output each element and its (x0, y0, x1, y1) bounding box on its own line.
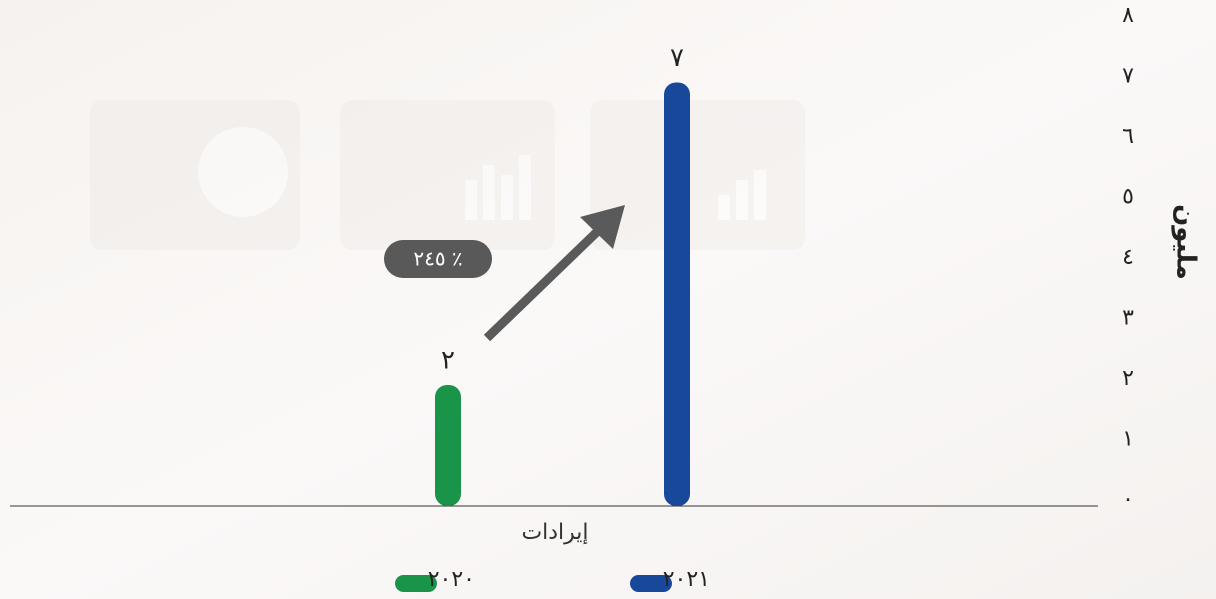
y-tick-label: ٧ (1122, 64, 1134, 89)
y-tick-label: ٣ (1122, 306, 1134, 331)
background-decoration (90, 100, 805, 250)
y-tick-label: ٨ (1122, 3, 1134, 28)
bar (435, 385, 461, 506)
y-tick-label: ١ (1122, 427, 1134, 452)
y-axis-label: مليون (1171, 204, 1201, 280)
y-tick-label: ٠ (1122, 487, 1134, 512)
legend-label: ٢٠٢١ (663, 567, 710, 592)
y-tick-label: ٢ (1122, 366, 1134, 391)
y-tick-label: ٦ (1122, 124, 1134, 149)
chart: مليون ٢٤٥ ٪ ٠ ١ ٢ ٣ ٤ ٥ ٦ ٧ ٨ إيرادات ٢ ٧ ٢٠٢٠ ٢٠٢١ (0, 0, 1216, 599)
data-label: ٢ (441, 346, 455, 376)
x-tick-label: إيرادات (521, 520, 588, 545)
annotation: ٢٤٥ ٪ (413, 247, 462, 271)
legend-label: ٢٠٢٠ (428, 567, 475, 592)
background (0, 0, 1216, 599)
bar (664, 83, 690, 507)
data-label: ٧ (670, 43, 684, 73)
y-tick-label: ٤ (1122, 245, 1134, 270)
y-tick-label: ٥ (1122, 185, 1134, 210)
